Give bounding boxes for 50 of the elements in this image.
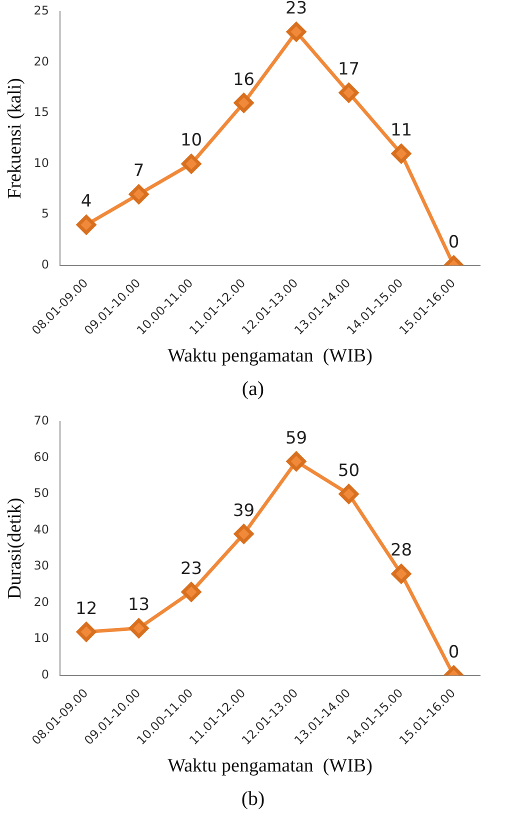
point: [76, 622, 96, 642]
point: [234, 93, 254, 113]
point: [286, 452, 306, 472]
y-tick-label: 60: [34, 450, 50, 464]
y-tick-label: 15: [34, 105, 50, 120]
data-label: 10: [180, 130, 202, 151]
data-label: 16: [232, 70, 255, 90]
x-axis-title: Waktu pengamatan (WIB): [168, 756, 372, 777]
data-label: 4: [80, 192, 92, 212]
y-tick-label: 10: [34, 156, 50, 170]
data-label: 39: [232, 500, 255, 521]
data-label: 0: [448, 232, 460, 252]
data-label: 23: [285, 0, 308, 19]
y-tick-label: 40: [34, 522, 50, 536]
point: [392, 144, 412, 164]
y-tick-label: 5: [41, 206, 50, 221]
text: (b): [240, 788, 266, 811]
data-label: 0: [448, 642, 460, 662]
text: (a): [240, 378, 266, 401]
y-tick-label: 50: [34, 486, 50, 500]
data-label: 23: [180, 558, 202, 579]
y-tick-label: 10: [34, 631, 50, 646]
data-label: 17: [338, 60, 360, 80]
y-tick-label: 0: [41, 258, 50, 272]
x-axis-title: Waktu pengamatan (WIB): [168, 346, 372, 367]
point: [339, 484, 359, 504]
point: [129, 618, 149, 638]
y-axis-title: Durasi(detik): [4, 498, 26, 600]
data-label: 7: [133, 161, 144, 182]
y-axis-title: Frekuensi (kali): [4, 78, 26, 199]
y-tick-label: 25: [34, 4, 50, 18]
point: [182, 154, 202, 174]
point: [392, 564, 412, 584]
data-label: 12: [75, 598, 98, 619]
point: [182, 582, 202, 602]
y-tick-label: 20: [34, 54, 50, 68]
point: [234, 524, 254, 544]
data-label: 13: [128, 595, 150, 616]
y-tick-label: 70: [34, 414, 50, 428]
data-label: 50: [338, 460, 360, 481]
point: [339, 82, 359, 102]
data-label: 28: [390, 540, 412, 561]
y-tick-label: 20: [34, 594, 50, 609]
y-tick-label: 30: [34, 558, 50, 573]
point: [129, 184, 149, 204]
data-label: 11: [390, 120, 412, 141]
y-tick-label: 0: [41, 668, 50, 682]
data-label: 59: [285, 428, 308, 448]
point: [76, 215, 96, 235]
point: [286, 22, 306, 42]
